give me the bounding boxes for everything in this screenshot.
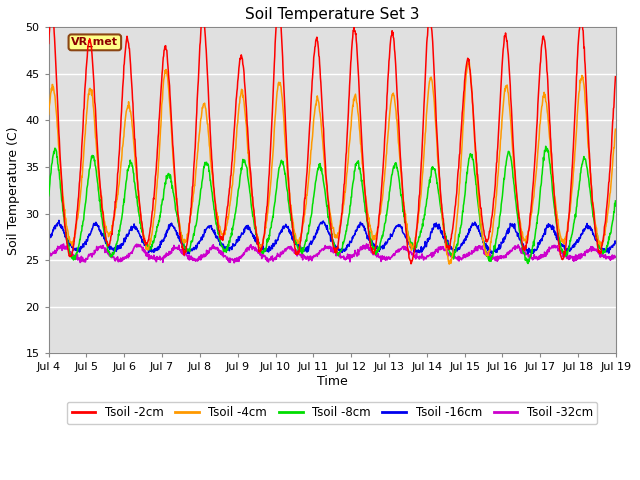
Text: VR_met: VR_met: [71, 37, 118, 48]
X-axis label: Time: Time: [317, 375, 348, 388]
Title: Soil Temperature Set 3: Soil Temperature Set 3: [245, 7, 419, 22]
Legend: Tsoil -2cm, Tsoil -4cm, Tsoil -8cm, Tsoil -16cm, Tsoil -32cm: Tsoil -2cm, Tsoil -4cm, Tsoil -8cm, Tsoi…: [67, 402, 598, 424]
Y-axis label: Soil Temperature (C): Soil Temperature (C): [7, 126, 20, 254]
